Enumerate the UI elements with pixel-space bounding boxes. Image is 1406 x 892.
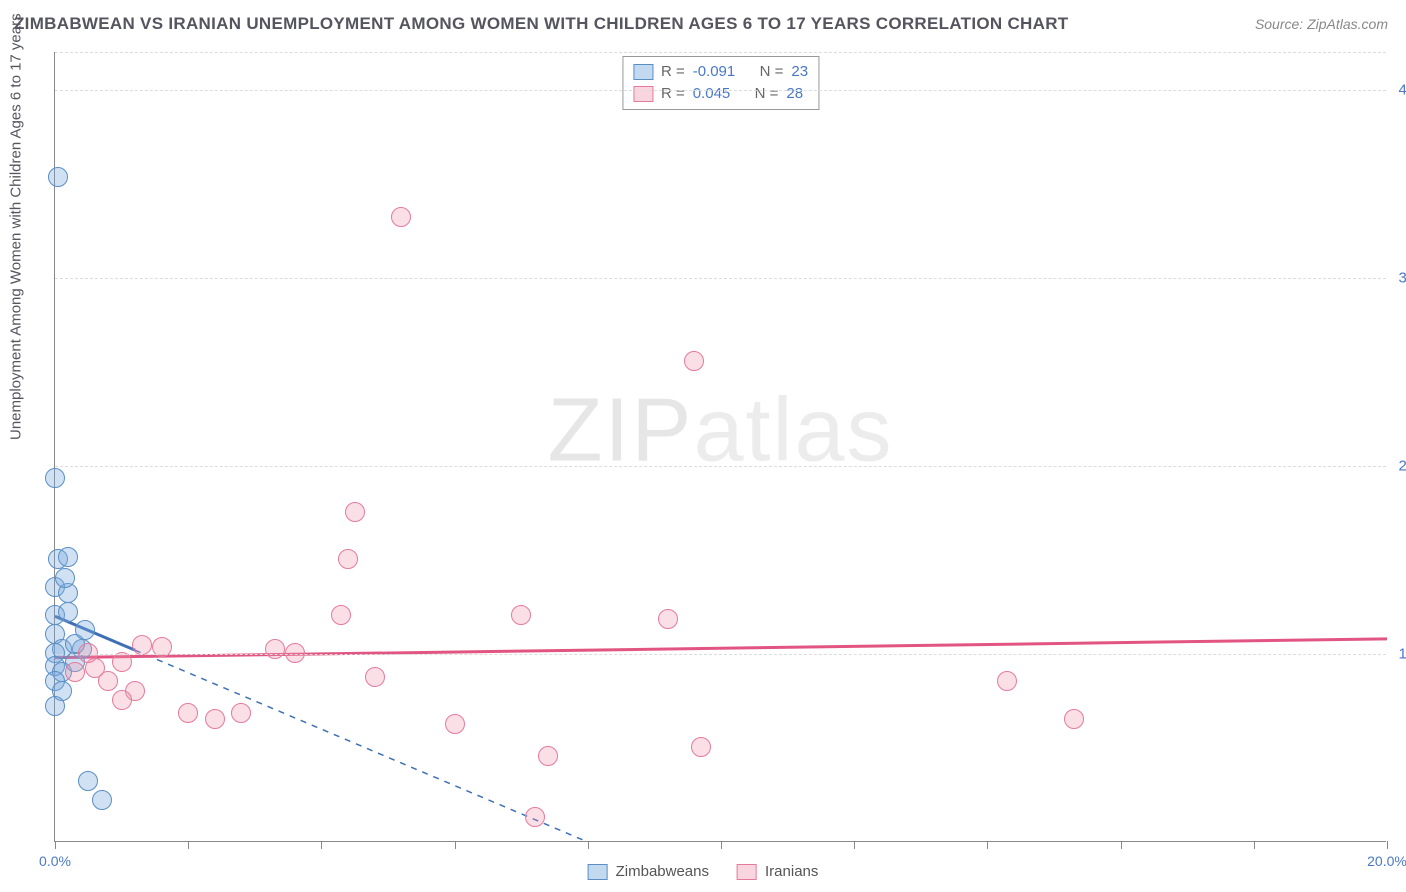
scatter-point: [205, 709, 225, 729]
scatter-point: [525, 807, 545, 827]
scatter-point: [445, 714, 465, 734]
ytick-label: 20.0%: [1391, 457, 1406, 474]
scatter-point: [92, 790, 112, 810]
chart-top-border: [55, 52, 1386, 53]
scatter-point: [331, 605, 351, 625]
scatter-point: [45, 696, 65, 716]
scatter-point: [58, 602, 78, 622]
xtick: [1254, 841, 1255, 849]
swatch-pink-icon: [633, 86, 653, 102]
scatter-point: [48, 167, 68, 187]
legend-row-1: R = -0.091 N = 23: [633, 61, 808, 83]
swatch-blue-icon: [633, 64, 653, 80]
scatter-point: [98, 671, 118, 691]
scatter-point: [78, 771, 98, 791]
scatter-point: [658, 609, 678, 629]
series-legend: Zimbabweans Iranians: [588, 863, 819, 880]
scatter-point: [691, 737, 711, 757]
scatter-point: [345, 502, 365, 522]
scatter-point: [265, 639, 285, 659]
xtick: [721, 841, 722, 849]
scatter-point: [58, 547, 78, 567]
scatter-point: [132, 635, 152, 655]
scatter-point: [45, 468, 65, 488]
ytick-label: 30.0%: [1391, 269, 1406, 286]
correlation-legend: R = -0.091 N = 23 R = 0.045 N = 28: [622, 56, 819, 110]
swatch-pink-icon: [737, 864, 757, 880]
scatter-point: [55, 568, 75, 588]
xtick-label: 0.0%: [39, 853, 71, 869]
scatter-point: [75, 620, 95, 640]
scatter-point: [365, 667, 385, 687]
scatter-point: [231, 703, 251, 723]
scatter-point: [338, 549, 358, 569]
xtick: [188, 841, 189, 849]
xtick: [1387, 841, 1388, 849]
swatch-blue-icon: [588, 864, 608, 880]
gridline: [55, 90, 1386, 91]
xtick: [854, 841, 855, 849]
scatter-point: [1064, 709, 1084, 729]
scatter-point: [65, 662, 85, 682]
scatter-point: [112, 652, 132, 672]
ytick-label: 40.0%: [1391, 81, 1406, 98]
source-label: Source: ZipAtlas.com: [1255, 16, 1388, 32]
y-axis-label: Unemployment Among Women with Children A…: [8, 13, 25, 440]
scatter-point: [178, 703, 198, 723]
legend-item-zimbabweans: Zimbabweans: [588, 863, 709, 880]
legend-item-iranians: Iranians: [737, 863, 818, 880]
xtick: [987, 841, 988, 849]
xtick: [1121, 841, 1122, 849]
scatter-point: [112, 690, 132, 710]
scatter-point: [538, 746, 558, 766]
gridline: [55, 466, 1386, 467]
xtick: [55, 841, 56, 849]
legend-row-2: R = 0.045 N = 28: [633, 83, 808, 105]
xtick: [321, 841, 322, 849]
chart-plot-area: ZIPatlas R = -0.091 N = 23 R = 0.045 N =…: [54, 52, 1386, 842]
xtick-label: 20.0%: [1367, 853, 1406, 869]
scatter-point: [997, 671, 1017, 691]
chart-title: ZIMBABWEAN VS IRANIAN UNEMPLOYMENT AMONG…: [14, 14, 1068, 34]
xtick: [455, 841, 456, 849]
xtick: [588, 841, 589, 849]
scatter-point: [684, 351, 704, 371]
ytick-label: 10.0%: [1391, 645, 1406, 662]
gridline: [55, 278, 1386, 279]
scatter-point: [391, 207, 411, 227]
scatter-point: [511, 605, 531, 625]
gridline: [55, 654, 1386, 655]
